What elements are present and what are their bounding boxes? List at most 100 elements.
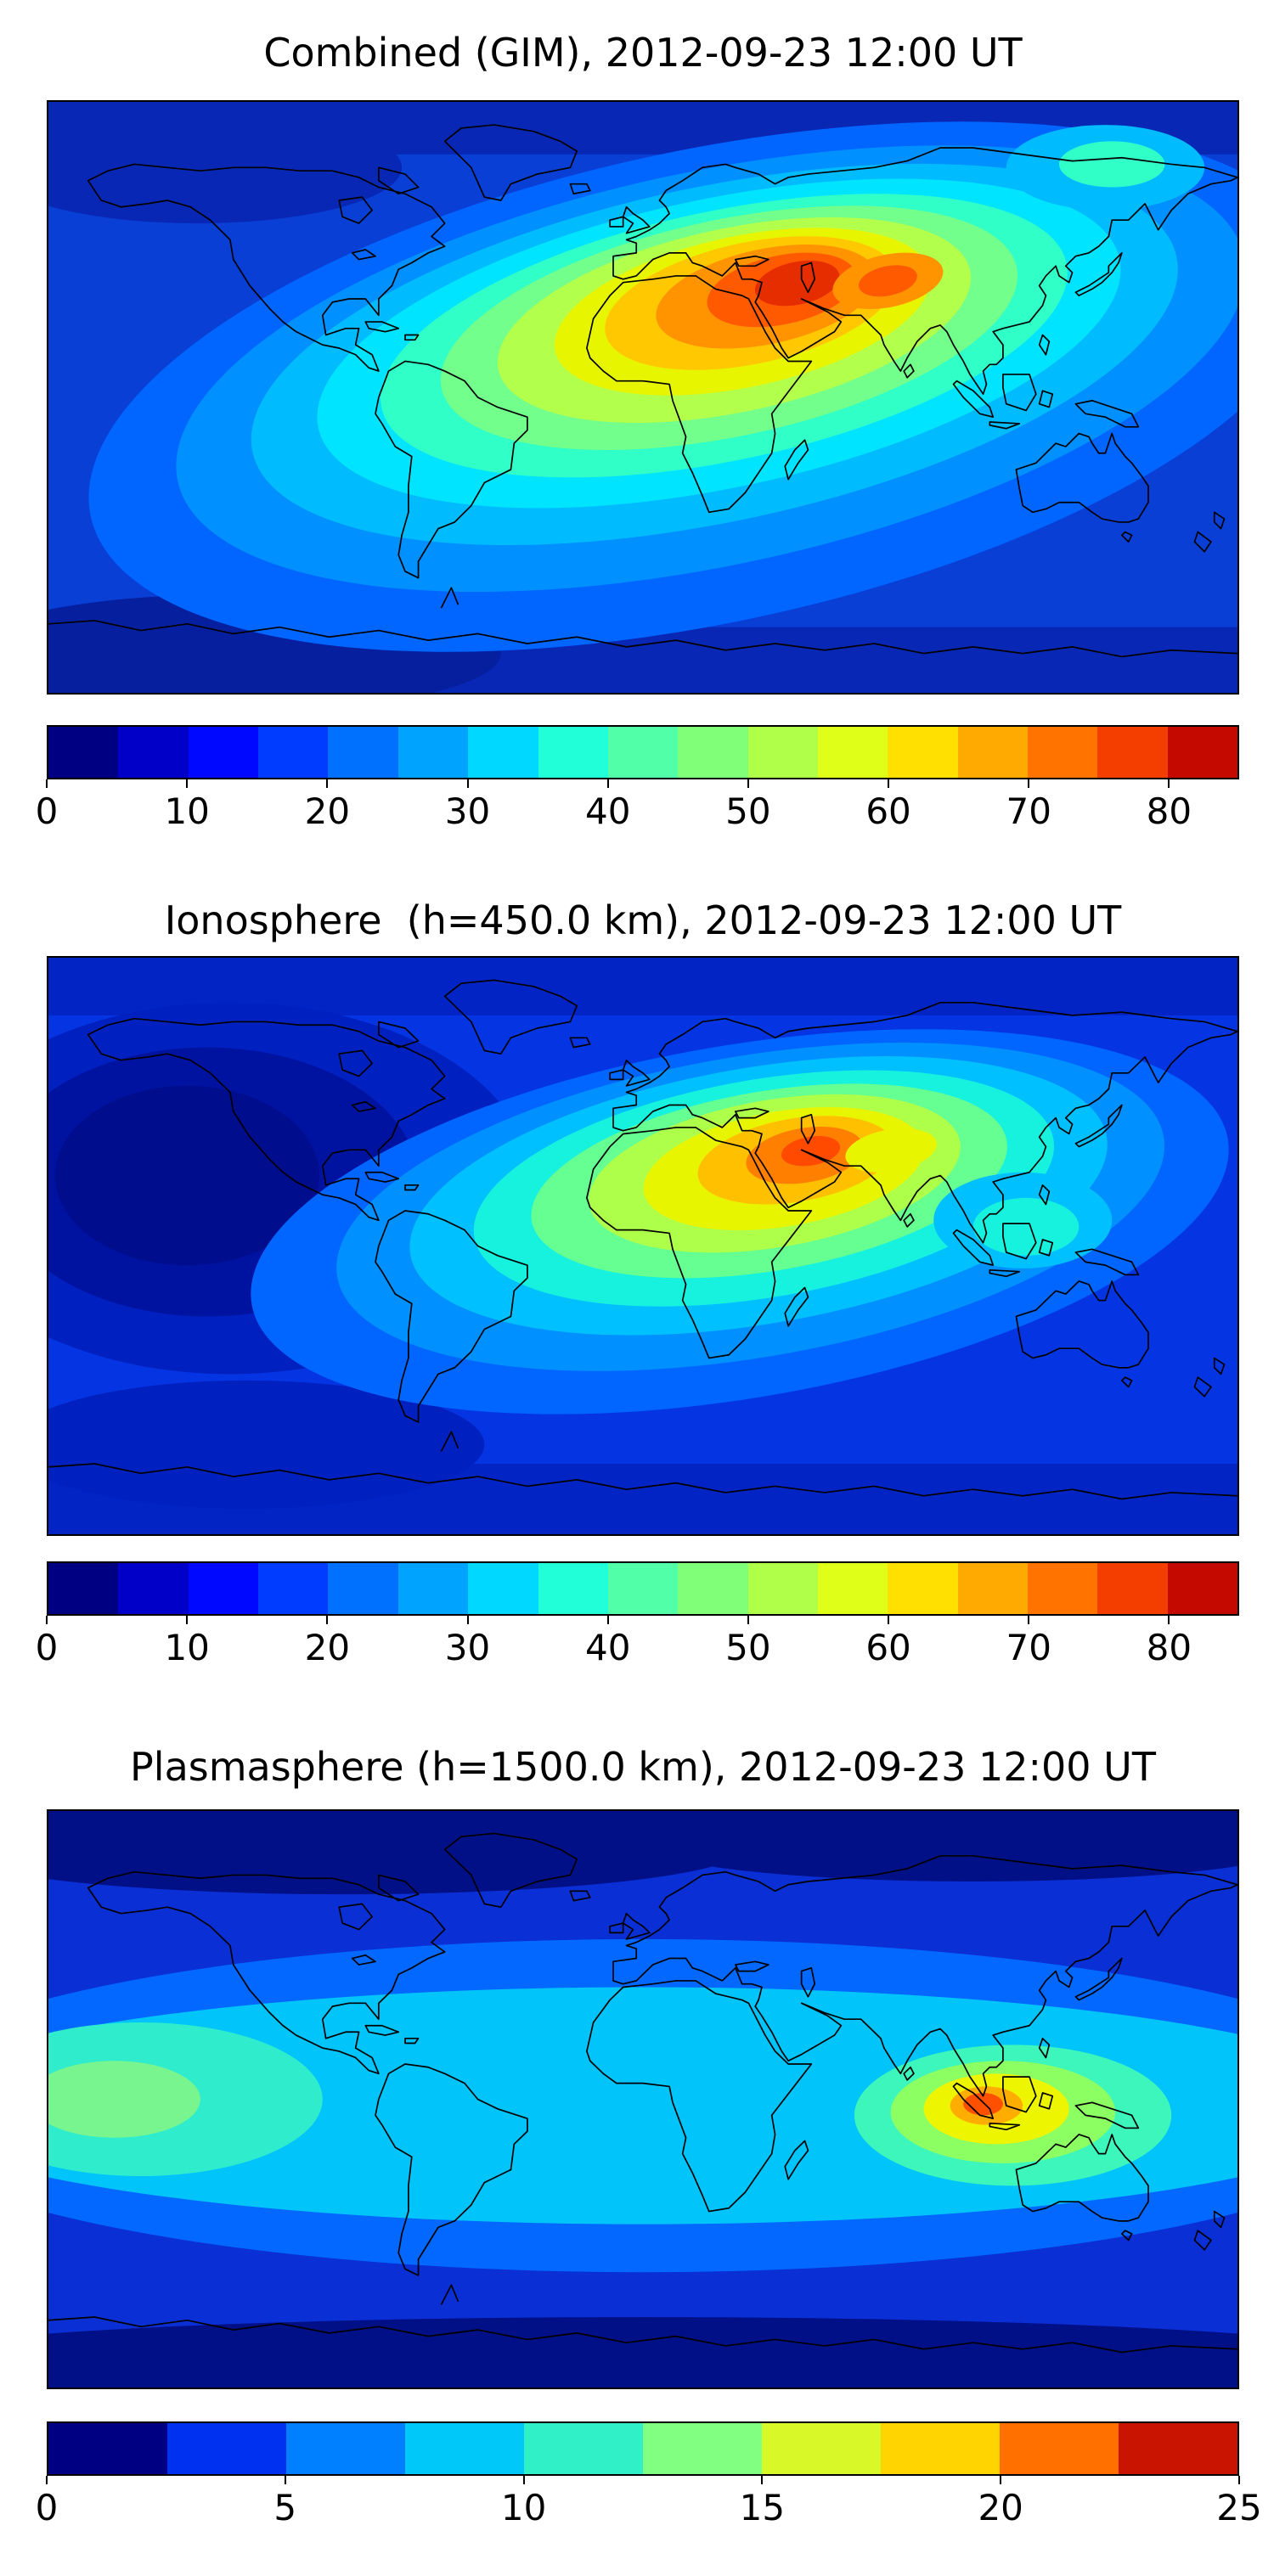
colorbar-segment	[188, 1563, 259, 1614]
colorbar-segment	[538, 1563, 608, 1614]
colorbar-tick-mark	[747, 1616, 749, 1624]
colorbar-segment	[1119, 2423, 1237, 2474]
colorbar-segment	[118, 1563, 189, 1614]
colorbar-segment	[747, 1563, 818, 1614]
colorbar-gradient	[47, 1561, 1239, 1616]
colorbar-tick-label: 0	[35, 2487, 59, 2528]
world-map-svg-plasmasphere	[48, 1811, 1237, 2388]
colorbar-tick-label: 15	[739, 2487, 786, 2528]
colorbar-tick-label: 30	[444, 790, 491, 832]
tec-contours	[48, 102, 1237, 693]
colorbar-tick-label: 60	[865, 790, 911, 832]
colorbar-segment	[678, 1563, 748, 1614]
colorbar-segment	[286, 2423, 405, 2474]
colorbar-tick-mark	[606, 779, 609, 788]
colorbar-tick-mark	[46, 2476, 48, 2484]
colorbar-tick-label: 30	[444, 1627, 491, 1668]
colorbar-tick-label: 10	[164, 1627, 210, 1668]
colorbar-segment	[48, 2423, 167, 2474]
map-plasmasphere	[47, 1809, 1239, 2389]
colorbar-segment	[468, 1563, 538, 1614]
colorbar-segment	[397, 1563, 469, 1614]
colorbar-tick-mark	[761, 2476, 764, 2484]
colorbar-segment	[881, 2423, 1000, 2474]
colorbar-tick-mark	[284, 2476, 286, 2484]
colorbar-combined: 0 10 20 30 40 50 60 70 80	[36, 725, 1239, 841]
colorbar-tick-label: 40	[584, 1627, 631, 1668]
colorbar-segment	[1000, 2423, 1119, 2474]
colorbar-tick-label: 50	[725, 790, 771, 832]
colorbar-segment	[397, 727, 469, 778]
colorbar-tick-label: 20	[978, 2487, 1023, 2528]
colorbar-segment	[167, 2423, 286, 2474]
colorbar-tick-label: 0	[35, 1627, 59, 1668]
colorbar-segment	[888, 727, 958, 778]
colorbar-tick-label: 10	[164, 790, 210, 832]
colorbar-tick-label: 70	[1006, 1627, 1051, 1668]
tec-contours	[48, 958, 1237, 1534]
colorbar-tick-mark	[466, 1616, 469, 1624]
colorbar-tick-mark	[747, 779, 749, 788]
colorbar-tick-mark	[46, 1616, 48, 1624]
panel-plasmasphere: Plasmasphere (h=1500.0 km), 2012-09-23 1…	[36, 1743, 1262, 2537]
world-map-svg-ionosphere	[48, 958, 1237, 1534]
colorbar-segment	[1167, 1563, 1238, 1614]
coastlines	[48, 125, 1237, 656]
colorbar-segment	[405, 2423, 524, 2474]
map-combined	[47, 100, 1239, 695]
tec-contours	[48, 1811, 1237, 2388]
map-ionosphere	[47, 956, 1239, 1536]
colorbar-tick-label: 20	[304, 790, 351, 832]
colorbar-segment	[118, 727, 189, 778]
colorbar-segment	[888, 1563, 958, 1614]
colorbar-tick-mark	[1168, 1616, 1170, 1624]
world-map-svg-combined	[48, 102, 1237, 693]
colorbar-segment	[1028, 727, 1098, 778]
colorbar-segment	[468, 727, 538, 778]
colorbar-tick-label: 10	[500, 2487, 547, 2528]
colorbar-segment	[957, 727, 1029, 778]
colorbar-tick-label: 70	[1006, 790, 1051, 832]
panel-ionosphere: Ionosphere (h=450.0 km), 2012-09-23 12:0…	[36, 897, 1239, 1677]
coastlines	[48, 1833, 1237, 2352]
colorbar-segment	[957, 1563, 1029, 1614]
colorbar-segment	[1167, 727, 1238, 778]
colorbar-tick-mark	[1028, 1616, 1030, 1624]
colorbar-tick-mark	[326, 1616, 329, 1624]
colorbar-segment	[762, 2423, 881, 2474]
colorbar-segment	[643, 2423, 762, 2474]
panel-title-combined: Combined (GIM), 2012-09-23 12:00 UT	[263, 30, 1023, 76]
colorbar-segment	[328, 1563, 398, 1614]
colorbar-tick-label: 5	[273, 2487, 297, 2528]
colorbar-gradient	[47, 725, 1239, 779]
colorbar-tick-mark	[522, 2476, 525, 2484]
colorbar-segment	[258, 1563, 329, 1614]
colorbar-tick-labels: 0 10 20 30 40 50 60 70 80	[36, 1616, 1239, 1677]
colorbar-ionosphere: 0 10 20 30 40 50 60 70 80	[36, 1561, 1239, 1677]
colorbar-tick-label: 80	[1146, 1627, 1192, 1668]
panel-combined-gim: Combined (GIM), 2012-09-23 12:00 UT	[36, 29, 1239, 841]
colorbar-segment	[328, 727, 398, 778]
colorbar-segment	[817, 727, 888, 778]
colorbar-segment	[607, 1563, 679, 1614]
colorbar-plasmasphere: 0 5 10 15 20 25	[36, 2421, 1262, 2537]
colorbar-tick-mark	[46, 779, 48, 788]
colorbar-segment	[817, 1563, 888, 1614]
coastlines	[48, 980, 1237, 1499]
colorbar-segment	[188, 727, 259, 778]
colorbar-segment	[258, 727, 329, 778]
colorbar-segment	[678, 727, 748, 778]
colorbar-tick-mark	[1000, 2476, 1002, 2484]
colorbar-segment	[1028, 1563, 1098, 1614]
colorbar-tick-mark	[606, 1616, 609, 1624]
colorbar-tick-mark	[1168, 779, 1170, 788]
colorbar-tick-mark	[888, 1616, 890, 1624]
colorbar-tick-label: 25	[1216, 2487, 1262, 2528]
colorbar-tick-label: 80	[1146, 790, 1192, 832]
colorbar-tick-labels: 0 10 20 30 40 50 60 70 80	[36, 779, 1239, 841]
colorbar-segment	[524, 2423, 643, 2474]
colorbar-segment	[48, 727, 119, 778]
colorbar-segment	[1097, 727, 1168, 778]
colorbar-tick-mark	[326, 779, 329, 788]
colorbar-tick-label: 50	[725, 1627, 771, 1668]
